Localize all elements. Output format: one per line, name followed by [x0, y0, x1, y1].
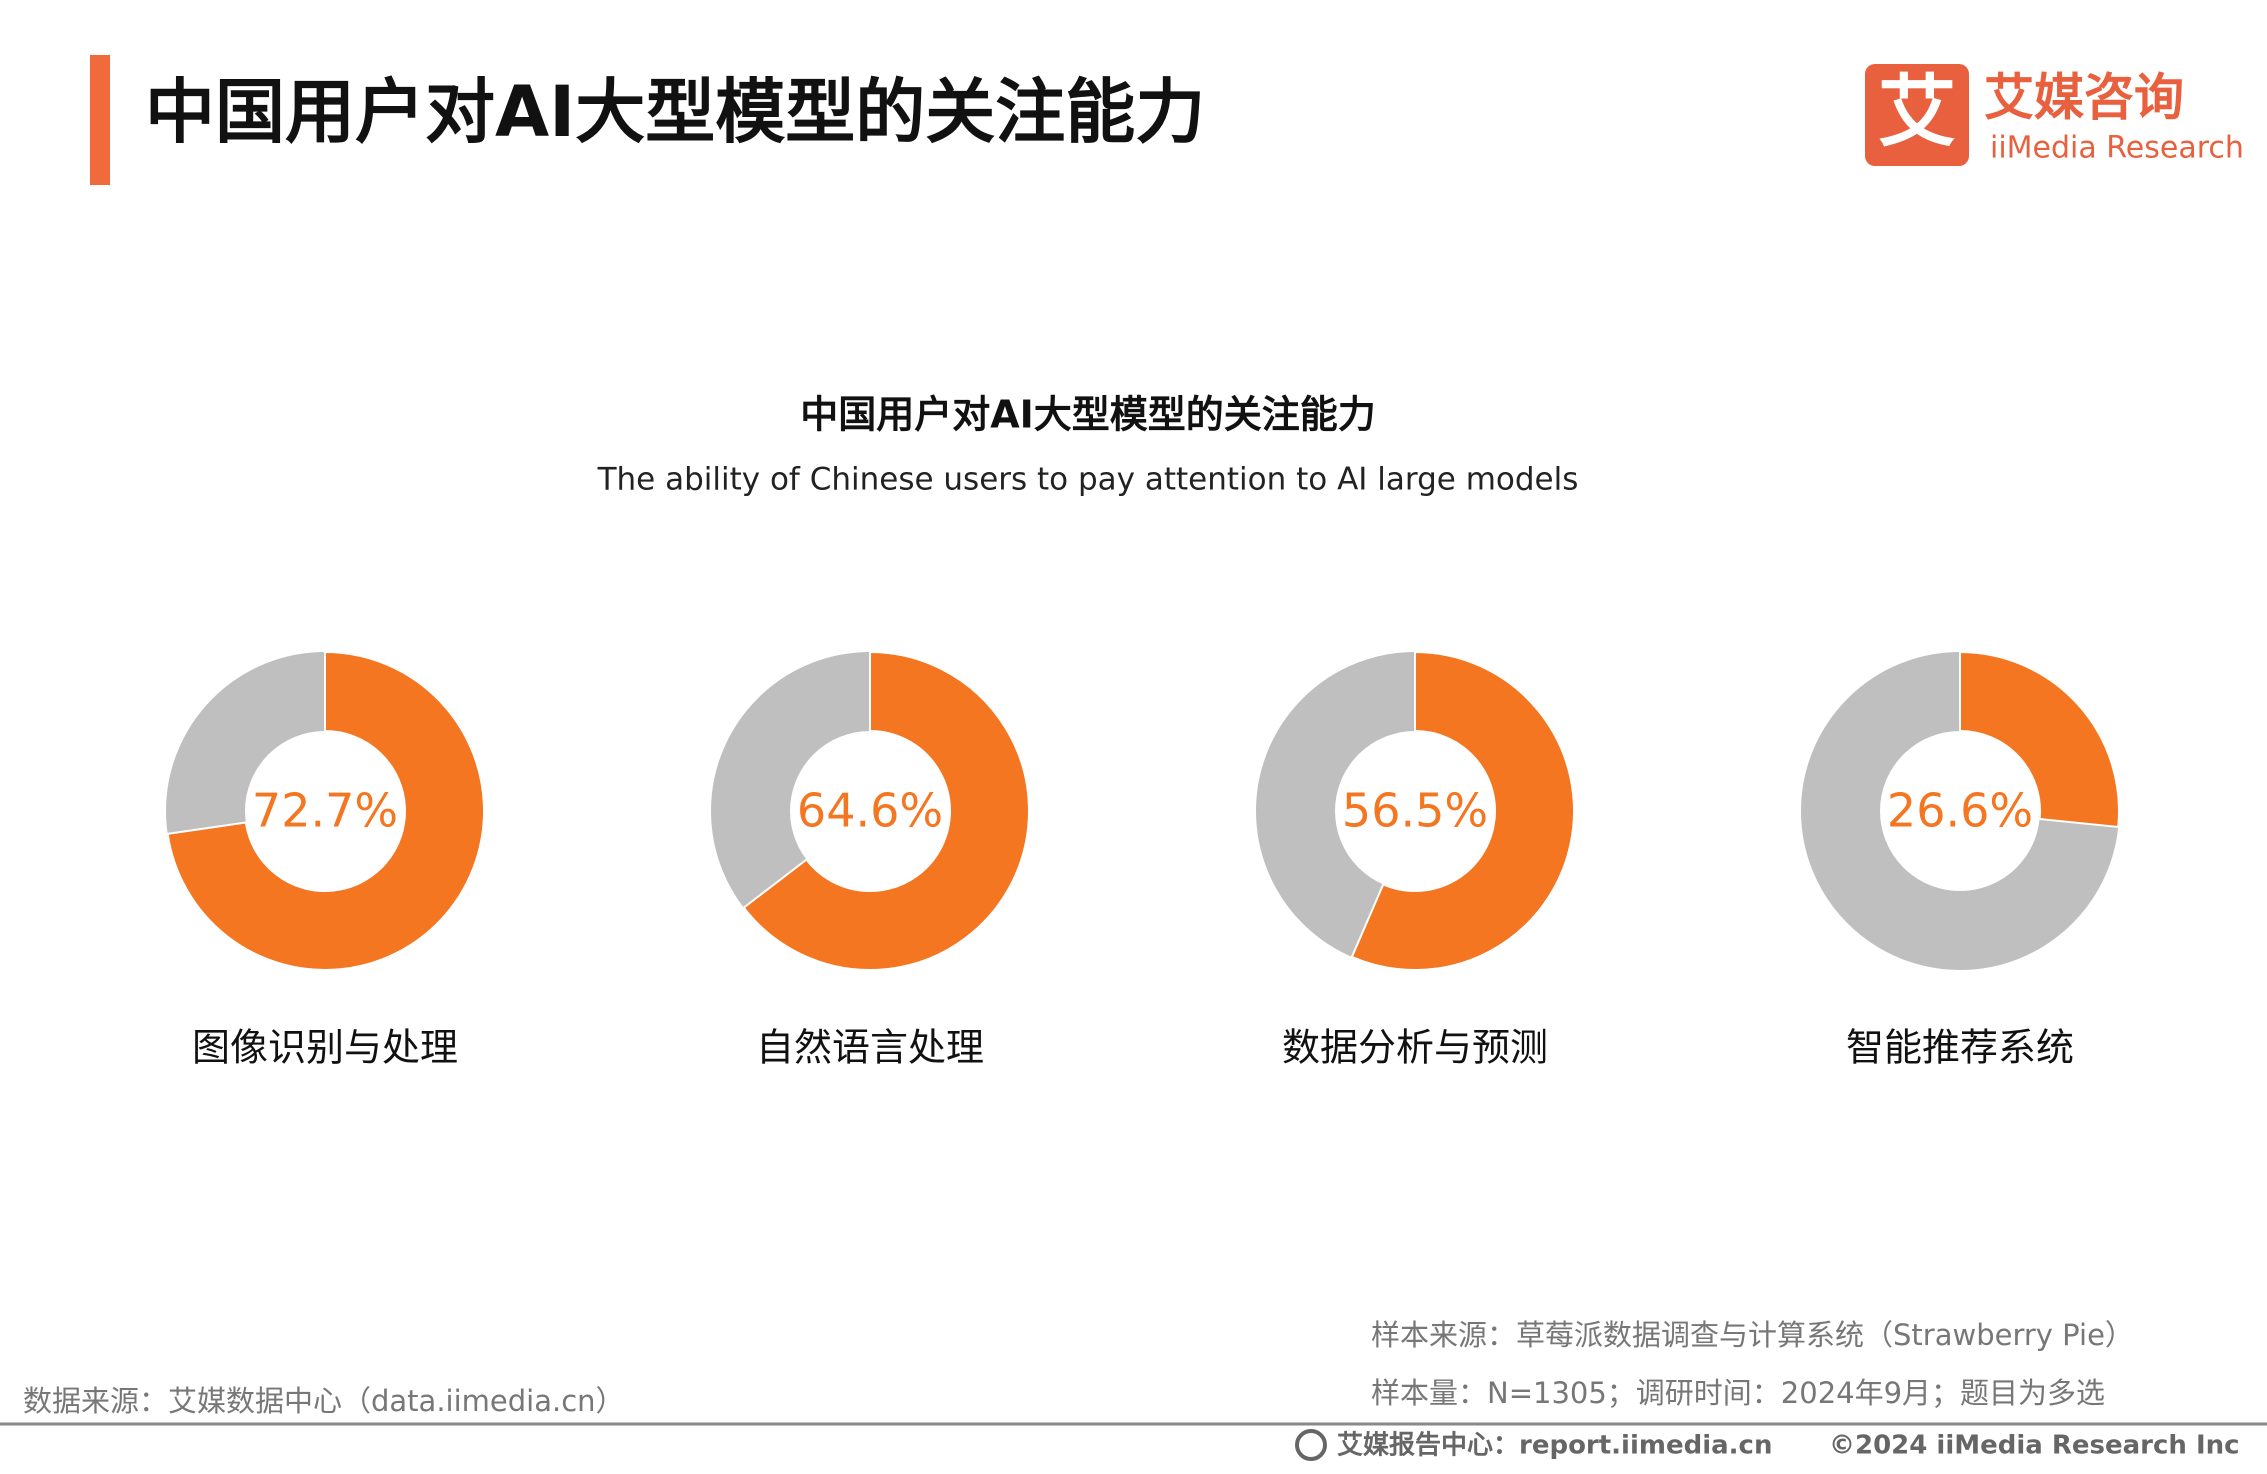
chart-title: 中国用户对AI大型模型的关注能力 [800, 393, 1376, 437]
chart-subtitle: The ability of Chinese users to pay atte… [597, 462, 1579, 498]
category-label: 智能推荐系统 [1846, 1026, 2074, 1070]
category-label: 自然语言处理 [756, 1026, 984, 1070]
value-label: 56.5% [1342, 784, 1488, 838]
logo-name: 艾媒咨询 [1984, 69, 2184, 127]
category-label: 图像识别与处理 [192, 1026, 458, 1070]
donut-segment [166, 650, 485, 971]
page-title: 中国用户对AI大型模型的关注能力 [145, 71, 1205, 153]
footer-report-center: 艾媒报告中心：report.iimedia.cn [1337, 1430, 1772, 1461]
value-label: 72.7% [252, 784, 398, 838]
donut-segment [742, 650, 1030, 971]
data-source: 数据来源：艾媒数据中心（data.iimedia.cn） [23, 1384, 625, 1418]
value-label: 64.6% [797, 784, 943, 838]
category-label: 数据分析与预测 [1282, 1026, 1548, 1070]
logo-box [1865, 64, 1969, 166]
value-label: 26.6% [1887, 784, 2033, 838]
donut-segment [1350, 650, 1575, 971]
title-accent [90, 55, 110, 185]
logo-sub: iiMedia Research [1990, 131, 2244, 166]
sample-size: 样本量：N=1305；调研时间：2024年9月；题目为多选 [1371, 1376, 2105, 1410]
donut-segment [1959, 650, 2120, 829]
sample-source: 样本来源：草莓派数据调查与计算系统（Strawberry Pie） [1371, 1318, 2134, 1352]
footer-icon [1295, 1429, 1327, 1461]
footer-copyright: ©2024 iiMedia Research Inc [1829, 1431, 2240, 1461]
logo-mark: 艾 [1878, 67, 1956, 157]
